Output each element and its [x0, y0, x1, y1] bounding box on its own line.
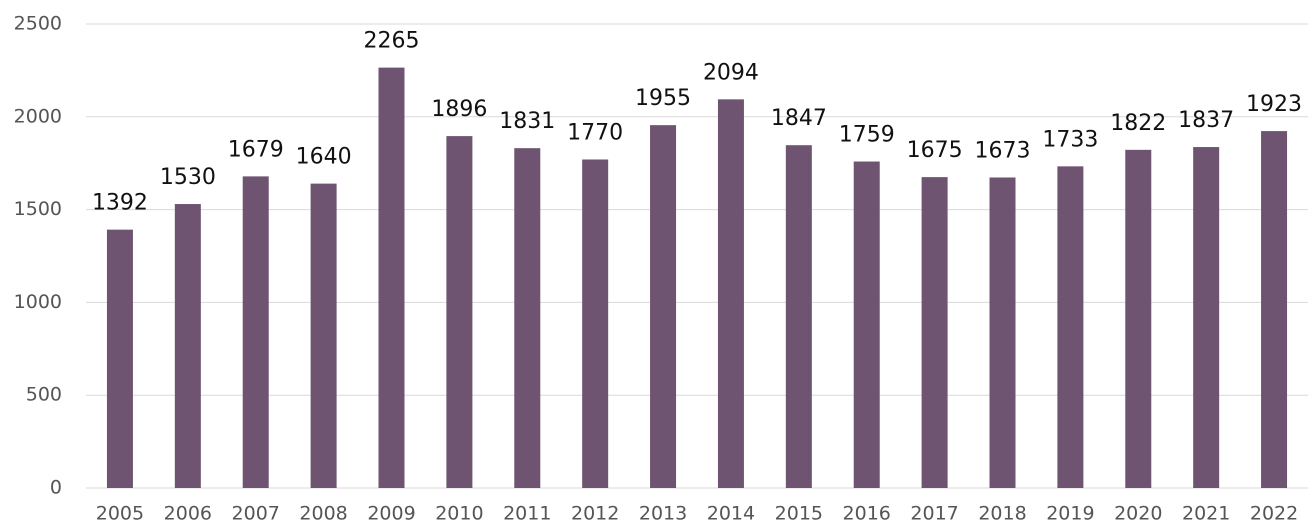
data-label: 1923	[1246, 92, 1302, 117]
bar	[378, 67, 405, 488]
x-tick-label: 2022	[1250, 503, 1298, 525]
bar	[785, 145, 812, 489]
bar	[582, 159, 609, 488]
data-label: 1640	[296, 145, 352, 170]
data-label: 1837	[1178, 108, 1234, 133]
y-tick-label: 500	[26, 384, 62, 406]
bar	[1057, 166, 1084, 488]
data-label: 1673	[975, 138, 1031, 163]
data-label: 1896	[431, 97, 487, 122]
x-tick-label: 2006	[164, 503, 212, 525]
y-tick-label: 1000	[14, 291, 62, 313]
x-tick-label: 2009	[367, 503, 415, 525]
bar	[310, 183, 337, 488]
data-label: 1759	[839, 123, 895, 148]
bar	[514, 148, 541, 489]
bar	[446, 136, 473, 488]
x-tick-label: 2016	[843, 503, 891, 525]
y-tick-label: 2000	[14, 105, 62, 127]
data-label: 1831	[499, 109, 555, 134]
bar	[717, 99, 744, 488]
bar	[242, 176, 269, 488]
data-label: 1392	[92, 191, 148, 216]
bar	[650, 125, 677, 488]
bar	[921, 177, 948, 488]
y-tick-label: 1500	[14, 198, 62, 220]
x-tick-label: 2014	[707, 503, 755, 525]
x-tick-label: 2010	[435, 503, 483, 525]
x-tick-label: 2011	[503, 503, 551, 525]
x-tick-label: 2012	[571, 503, 619, 525]
bar	[106, 229, 133, 488]
data-label: 2265	[364, 29, 420, 54]
data-label: 1847	[771, 106, 827, 131]
data-label: 1955	[635, 86, 691, 111]
data-label: 2094	[703, 60, 759, 85]
y-tick-label: 2500	[14, 13, 62, 35]
x-tick-label: 2005	[96, 503, 144, 525]
data-label: 1679	[228, 137, 284, 162]
bar	[174, 204, 201, 489]
x-tick-label: 2020	[1114, 503, 1162, 525]
x-tick-label: 2007	[232, 503, 280, 525]
x-tick-label: 2021	[1182, 503, 1230, 525]
data-label: 1675	[907, 138, 963, 163]
data-label: 1770	[567, 120, 623, 145]
bar	[1125, 149, 1152, 489]
x-tick-label: 2019	[1046, 503, 1094, 525]
bar	[1261, 131, 1288, 489]
data-label: 1733	[1042, 127, 1098, 152]
bar	[989, 177, 1016, 488]
x-tick-label: 2008	[299, 503, 347, 525]
bar	[853, 161, 880, 488]
x-tick-label: 2013	[639, 503, 687, 525]
bar	[1193, 147, 1220, 488]
x-tick-label: 2015	[775, 503, 823, 525]
x-tick-label: 2018	[978, 503, 1026, 525]
data-label: 1530	[160, 165, 216, 190]
x-tick-label: 2017	[910, 503, 958, 525]
y-tick-label: 0	[50, 477, 62, 499]
data-label: 1822	[1110, 111, 1166, 136]
